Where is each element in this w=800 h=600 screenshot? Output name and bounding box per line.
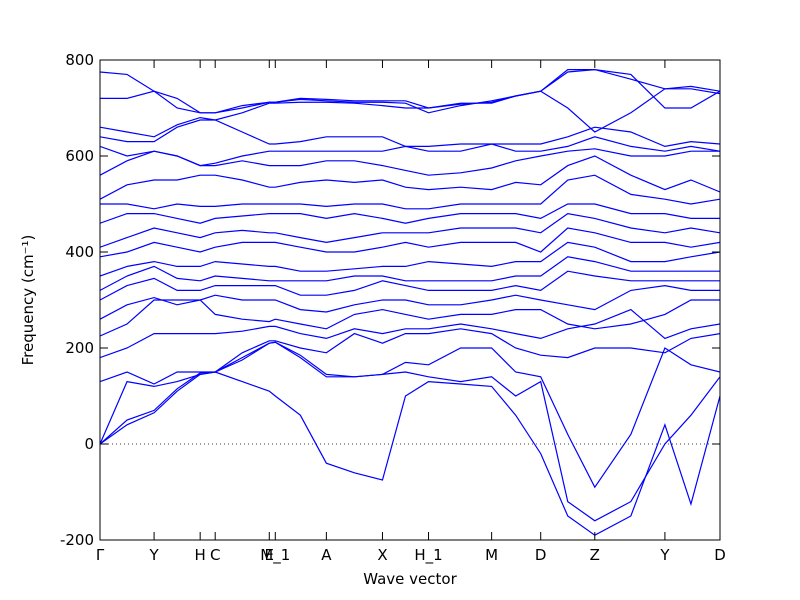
- x-tick-label: D: [535, 546, 547, 564]
- band-line: [100, 136, 720, 167]
- x-tick-label: E: [265, 546, 274, 564]
- band-line: [100, 371, 720, 536]
- x-tick-label: M: [485, 546, 498, 564]
- plot-frame: [99, 59, 721, 541]
- band-line: [100, 203, 720, 224]
- x-tick-label: Z: [590, 546, 600, 564]
- x-tick-label: H_1: [414, 546, 442, 565]
- y-tick-label: 800: [65, 51, 94, 69]
- x-tick-label: Γ: [96, 546, 105, 564]
- band-line: [100, 227, 720, 258]
- y-tick-label: 400: [65, 243, 94, 261]
- band-line: [100, 299, 720, 337]
- band-line: [100, 341, 720, 522]
- band-line: [100, 155, 720, 200]
- y-tick-label: 0: [84, 435, 94, 453]
- band-line: [100, 256, 720, 291]
- x-tick-label: D: [714, 546, 726, 564]
- band-line: [100, 88, 720, 138]
- y-tick-label: 200: [65, 339, 94, 357]
- y-axis-label: Frequency (cm⁻¹): [19, 235, 37, 366]
- band-line: [100, 341, 720, 489]
- band-line: [100, 68, 720, 114]
- y-tick-label: -200: [60, 531, 94, 549]
- band-line: [100, 119, 720, 148]
- band-line: [100, 241, 720, 277]
- x-tick-label: H: [195, 546, 206, 564]
- x-tick-label: Y: [659, 546, 670, 564]
- x-tick-label: M_1: [260, 546, 290, 565]
- band-line: [100, 212, 720, 248]
- band-line: [100, 270, 720, 301]
- x-tick-label: Y: [149, 546, 160, 564]
- x-tick-label: X: [377, 546, 387, 564]
- plot-area: [100, 68, 720, 536]
- band-line: [100, 174, 720, 210]
- band-line: [100, 68, 720, 114]
- band-line: [100, 328, 720, 385]
- band-line: [100, 308, 720, 359]
- x-axis-label: Wave vector: [363, 570, 457, 588]
- x-tick-label: C: [210, 546, 220, 564]
- x-tick-label: A: [321, 546, 332, 564]
- y-tick-label: 600: [65, 147, 94, 165]
- band-line: [100, 284, 720, 320]
